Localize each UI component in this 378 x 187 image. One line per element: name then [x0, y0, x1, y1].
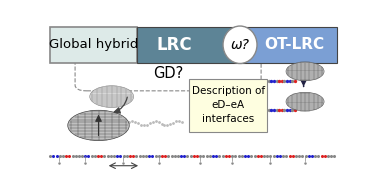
- Text: Global hybrid: Global hybrid: [49, 38, 138, 51]
- Text: GD?: GD?: [153, 66, 183, 81]
- Circle shape: [68, 110, 129, 140]
- FancyBboxPatch shape: [136, 27, 242, 63]
- FancyBboxPatch shape: [50, 27, 136, 63]
- Text: LRC: LRC: [157, 36, 192, 54]
- FancyBboxPatch shape: [189, 79, 267, 132]
- Text: ω?: ω?: [231, 38, 249, 52]
- FancyBboxPatch shape: [242, 27, 337, 63]
- Ellipse shape: [223, 26, 257, 63]
- Text: OT-LRC: OT-LRC: [264, 37, 324, 52]
- Circle shape: [90, 86, 134, 107]
- FancyBboxPatch shape: [75, 57, 261, 91]
- Circle shape: [286, 62, 324, 81]
- Text: Description of
eD–eA
interfaces: Description of eD–eA interfaces: [192, 86, 265, 124]
- Circle shape: [286, 92, 324, 111]
